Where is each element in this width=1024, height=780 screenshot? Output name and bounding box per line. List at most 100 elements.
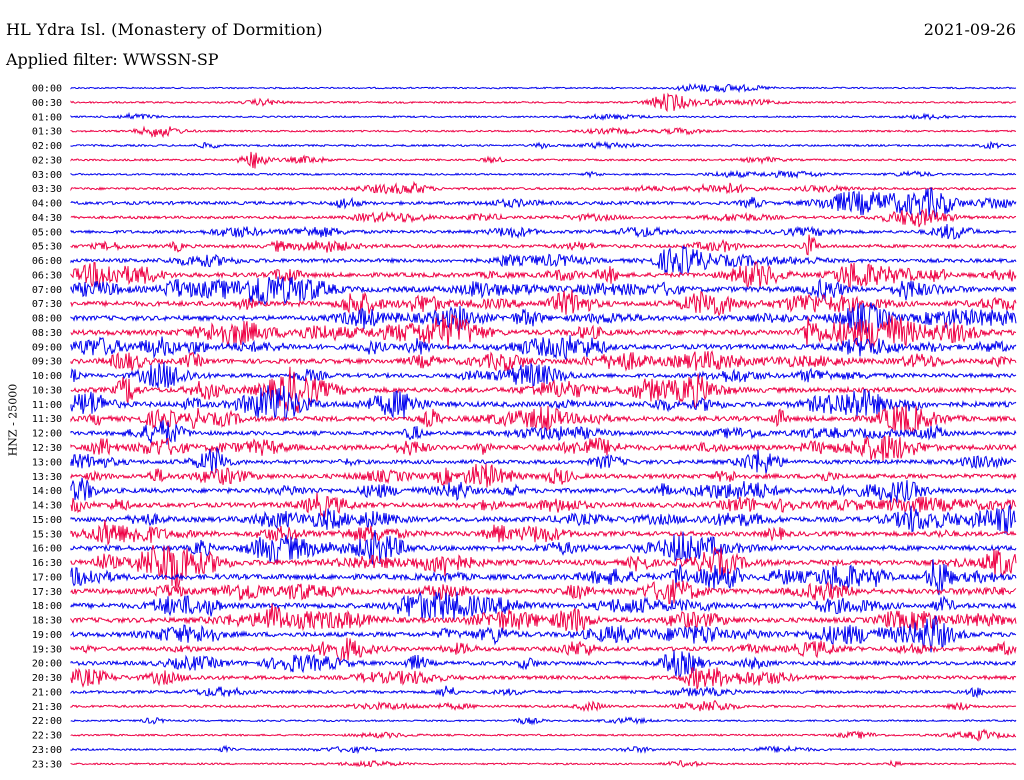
seismic-trace-1830 — [70, 603, 1017, 632]
time-tick-label: 22:00 — [32, 716, 62, 727]
time-tick-label: 21:30 — [32, 702, 62, 713]
seismic-trace-1400 — [70, 477, 1017, 503]
seismic-trace-0900 — [70, 335, 1017, 361]
time-tick-label: 20:00 — [32, 659, 62, 670]
seismic-trace-2000 — [70, 650, 1016, 678]
seismic-trace-0130 — [70, 125, 1017, 139]
time-tick-label: 19:00 — [32, 630, 62, 641]
time-tick-label: 04:00 — [32, 199, 62, 210]
time-tick-label: 10:00 — [32, 371, 62, 382]
time-tick-label: 11:30 — [32, 414, 62, 425]
time-tick-label: 01:00 — [32, 112, 62, 123]
seismic-trace-0630 — [70, 261, 1017, 290]
seismic-trace-0330 — [70, 180, 1017, 195]
seismic-trace-2300 — [70, 744, 1017, 755]
time-tick-label: 01:30 — [32, 127, 62, 138]
time-tick-label: 15:00 — [32, 515, 62, 526]
time-tick-label: 03:00 — [32, 170, 62, 181]
seismic-trace-0430 — [70, 208, 1017, 228]
seismic-trace-1900 — [70, 615, 1017, 653]
time-tick-label: 06:30 — [32, 270, 62, 281]
time-tick-label: 12:00 — [32, 429, 62, 440]
time-tick-label: 08:00 — [32, 314, 62, 325]
time-tick-label: 19:30 — [32, 644, 62, 655]
time-tick-label: 07:00 — [32, 285, 62, 296]
time-tick-label: 18:30 — [32, 616, 62, 627]
time-tick-label: 05:30 — [32, 242, 62, 253]
seismic-trace-1930 — [70, 637, 1017, 662]
seismic-trace-0200 — [70, 140, 1017, 150]
time-tick-label: 13:30 — [32, 472, 62, 483]
seismic-trace-1130 — [70, 405, 1017, 435]
seismic-trace-1530 — [70, 519, 1017, 546]
seismic-trace-1800 — [70, 590, 1017, 621]
seismic-trace-2230 — [70, 728, 1017, 742]
time-tick-label: 22:30 — [32, 731, 62, 742]
seismic-trace-0700 — [70, 276, 1017, 306]
seismic-trace-0230 — [70, 151, 1017, 169]
time-tick-label: 02:30 — [32, 155, 62, 166]
seismic-trace-0800 — [70, 302, 1017, 334]
seismic-trace-2130 — [70, 699, 1017, 712]
time-tick-label: 00:00 — [32, 84, 62, 95]
time-tick-label: 00:30 — [32, 98, 62, 109]
time-tick-label: 03:30 — [32, 184, 62, 195]
time-tick-label: 14:30 — [32, 501, 62, 512]
filter-label: Applied filter: WWSSN-SP — [6, 50, 219, 69]
time-tick-label: 11:00 — [32, 400, 62, 411]
seismic-trace-1300 — [70, 446, 1017, 474]
seismic-trace-0600 — [70, 245, 1017, 276]
time-tick-label: 16:00 — [32, 544, 62, 555]
record-date: 2021-09-26 — [923, 20, 1016, 39]
seismic-trace-1500 — [70, 503, 1017, 535]
time-tick-label: 08:30 — [32, 328, 62, 339]
seismic-trace-0000 — [70, 82, 1017, 94]
seismic-trace-2100 — [70, 685, 1017, 699]
seismic-trace-0300 — [70, 169, 1017, 179]
time-tick-label: 23:00 — [32, 745, 62, 756]
time-tick-label: 16:30 — [32, 558, 62, 569]
seismic-trace-2030 — [70, 667, 1017, 690]
seismic-trace-1730 — [70, 579, 1017, 605]
time-tick-label: 15:30 — [32, 529, 62, 540]
time-tick-label: 04:30 — [32, 213, 62, 224]
seismic-trace-1330 — [70, 463, 1017, 488]
seismic-trace-1700 — [70, 559, 1017, 596]
seismic-trace-0100 — [70, 111, 1017, 122]
time-tick-label: 17:00 — [32, 572, 62, 583]
seismic-trace-2330 — [70, 759, 1017, 768]
station-title: HL Ydra Isl. (Monastery of Dormition) — [6, 20, 323, 39]
seismic-trace-0400 — [70, 187, 1017, 220]
time-tick-label: 18:00 — [32, 601, 62, 612]
seismic-trace-2200 — [70, 716, 1017, 726]
time-tick-label: 10:30 — [32, 385, 62, 396]
time-tick-label: 13:00 — [32, 457, 62, 468]
time-tick-label: 20:30 — [32, 673, 62, 684]
seismic-trace-1000 — [70, 362, 1017, 388]
seismic-trace-1230 — [70, 435, 1017, 462]
seismic-trace-0030 — [70, 92, 1017, 113]
seismic-trace-1030 — [70, 366, 1017, 414]
time-tick-label: 12:30 — [32, 443, 62, 454]
seismic-trace-0500 — [70, 223, 1017, 240]
time-tick-label: 05:00 — [32, 227, 62, 238]
time-tick-label: 09:30 — [32, 357, 62, 368]
time-tick-label: 09:00 — [32, 342, 62, 353]
time-tick-label: 02:00 — [32, 141, 62, 152]
seismic-trace-0730 — [70, 289, 1017, 317]
seismic-trace-1600 — [70, 530, 1017, 565]
time-tick-label: 17:30 — [32, 587, 62, 598]
seismic-trace-1630 — [70, 545, 1017, 591]
seismic-trace-0830 — [70, 314, 1017, 350]
seismic-trace-0930 — [70, 350, 1017, 372]
seismic-trace-1100 — [70, 385, 1017, 421]
seismic-trace-0530 — [70, 234, 1017, 256]
time-tick-label: 07:30 — [32, 299, 62, 310]
time-tick-label: 21:00 — [32, 687, 62, 698]
seismic-trace-1430 — [70, 492, 1017, 518]
time-tick-label: 14:00 — [32, 486, 62, 497]
time-tick-label: 06:00 — [32, 256, 62, 267]
time-tick-label: 23:30 — [32, 759, 62, 770]
seismic-trace-1200 — [70, 420, 1017, 445]
